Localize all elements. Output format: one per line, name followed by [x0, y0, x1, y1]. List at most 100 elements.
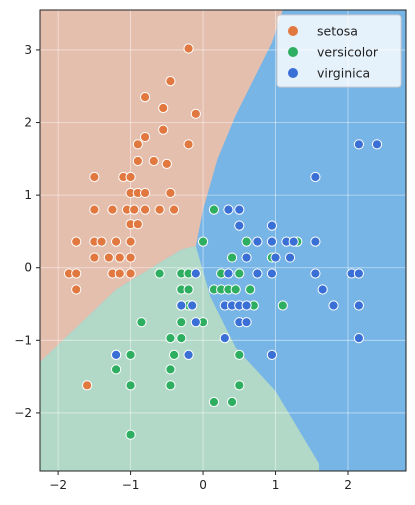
point-setosa	[125, 171, 136, 183]
legend-marker-virginica	[288, 68, 298, 78]
point-versicolor	[234, 268, 245, 279]
point-setosa	[110, 236, 122, 247]
point-setosa	[154, 204, 165, 215]
y-tick-label: 2	[24, 116, 32, 130]
point-versicolor	[154, 268, 165, 279]
point-setosa	[139, 131, 151, 143]
region-versicolor	[40, 245, 320, 471]
point-virginica	[234, 220, 245, 231]
point-versicolor	[165, 333, 176, 344]
point-versicolor	[234, 380, 245, 391]
point-versicolor	[176, 333, 187, 344]
point-setosa	[139, 187, 151, 199]
point-versicolor	[245, 284, 256, 295]
legend-label-setosa: setosa	[317, 24, 358, 39]
point-setosa	[89, 204, 100, 215]
point-setosa	[183, 43, 194, 54]
point-versicolor	[165, 380, 176, 391]
legend-marker-setosa	[288, 26, 298, 36]
point-setosa	[190, 108, 201, 119]
point-versicolor	[168, 349, 180, 360]
point-setosa	[96, 236, 107, 247]
point-virginica	[252, 268, 263, 279]
data-points	[63, 43, 383, 440]
point-virginica	[223, 268, 234, 279]
x-axis-ticks: −2 −1 0 1 2	[49, 471, 352, 492]
point-virginica	[270, 252, 281, 263]
point-setosa	[139, 92, 151, 103]
point-virginica	[266, 236, 278, 247]
point-setosa	[114, 252, 125, 263]
x-tick-label: −2	[49, 478, 67, 492]
point-setosa	[71, 284, 82, 295]
point-virginica	[223, 204, 234, 215]
point-setosa	[139, 204, 151, 215]
y-axis-ticks: −2 −1 0 1 2 3	[14, 43, 40, 420]
point-virginica	[110, 349, 122, 360]
point-versicolor	[125, 349, 136, 360]
point-virginica	[190, 317, 201, 328]
y-tick-label: 1	[24, 188, 32, 202]
plot-frame	[39, 9, 407, 472]
point-virginica	[371, 139, 383, 150]
y-tick-label: −1	[14, 333, 32, 347]
point-virginica	[266, 220, 278, 231]
point-versicolor	[183, 284, 194, 295]
legend-marker-versicolor	[288, 47, 298, 57]
point-versicolor	[208, 204, 220, 215]
point-setosa	[125, 236, 136, 247]
point-virginica	[187, 300, 198, 311]
point-setosa	[114, 268, 125, 279]
point-versicolor	[197, 236, 209, 247]
point-setosa	[82, 380, 93, 391]
point-virginica	[190, 268, 201, 279]
x-tick-label: 2	[344, 478, 352, 492]
y-tick-label: 0	[24, 261, 32, 275]
point-virginica	[353, 333, 364, 344]
point-versicolor	[125, 380, 136, 391]
point-versicolor	[110, 364, 122, 375]
point-versicolor	[241, 236, 252, 247]
point-virginica	[241, 300, 252, 311]
point-setosa	[129, 204, 140, 215]
point-setosa	[158, 124, 169, 135]
point-virginica	[310, 268, 321, 279]
point-virginica	[176, 300, 187, 311]
point-setosa	[103, 252, 114, 263]
point-virginica	[284, 252, 296, 263]
point-virginica	[353, 268, 364, 279]
point-setosa	[89, 171, 100, 183]
point-virginica	[234, 204, 245, 215]
point-virginica	[310, 236, 321, 247]
point-versicolor	[136, 317, 147, 328]
point-versicolor	[125, 429, 136, 440]
legend-box	[276, 14, 402, 88]
point-setosa	[165, 76, 176, 87]
point-setosa	[165, 187, 176, 199]
point-setosa	[168, 204, 180, 215]
point-virginica	[353, 139, 364, 150]
point-versicolor	[277, 300, 288, 311]
point-virginica	[219, 333, 230, 344]
point-setosa	[158, 102, 169, 114]
point-setosa	[71, 268, 82, 279]
legend-label-virginica: virginica	[317, 66, 370, 81]
point-setosa	[183, 139, 194, 150]
point-setosa	[107, 204, 118, 215]
y-tick-label: −2	[14, 406, 32, 420]
x-tick-label: 1	[272, 478, 280, 492]
point-virginica	[266, 349, 278, 360]
point-versicolor	[208, 396, 220, 408]
point-virginica	[328, 300, 339, 311]
point-versicolor	[230, 284, 241, 295]
point-versicolor	[226, 396, 238, 408]
point-virginica	[266, 268, 278, 279]
point-setosa	[125, 252, 136, 263]
point-setosa	[132, 219, 143, 230]
point-virginica	[241, 252, 252, 263]
point-setosa	[71, 236, 82, 247]
point-virginica	[241, 317, 252, 328]
point-setosa	[89, 252, 100, 263]
point-setosa	[148, 155, 159, 167]
